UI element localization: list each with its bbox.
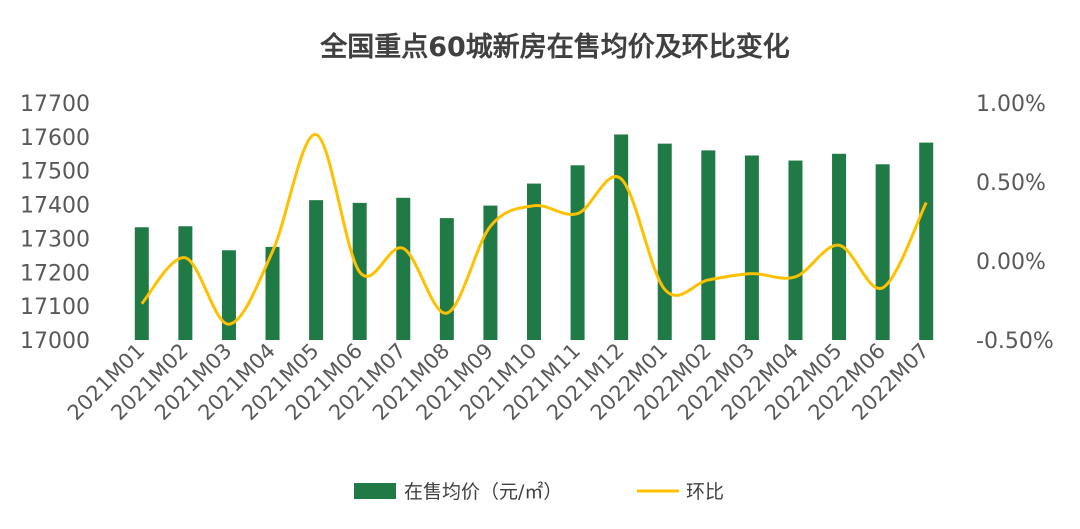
y-left-tick-label: 17600 — [20, 126, 90, 151]
bar — [744, 155, 759, 340]
y-left-tick-label: 17000 — [20, 329, 90, 354]
bar — [919, 142, 934, 340]
bar — [875, 164, 890, 340]
chart-title: 全国重点60城新房在售均价及环比变化 — [319, 31, 790, 63]
bar — [657, 143, 672, 340]
bar — [439, 218, 454, 340]
y-right-tick-label: 1.00% — [976, 92, 1046, 117]
right-axis: -0.50% 0.00% 0.50% 1.00% — [976, 92, 1054, 354]
y-left-tick-label: 17200 — [20, 261, 90, 286]
bar — [527, 183, 541, 340]
y-left-tick-label: 17500 — [20, 160, 90, 185]
legend-line-label: 环比 — [686, 481, 724, 503]
y-right-tick-label: 0.50% — [976, 171, 1046, 196]
bar — [396, 197, 411, 340]
y-left-tick-label: 17700 — [20, 92, 90, 117]
bar — [570, 165, 585, 340]
y-left-tick-label: 17300 — [20, 227, 90, 252]
bar — [221, 250, 236, 340]
bar — [483, 205, 498, 340]
left-axis: 17000 17100 17200 17300 17400 17500 17600 17700 — [20, 92, 90, 354]
legend: 在售均价（元/㎡） 环比 — [354, 480, 724, 503]
legend-bar-label: 在售均价（元/㎡） — [404, 480, 562, 503]
y-right-tick-label: -0.50% — [976, 329, 1054, 354]
legend-bar-swatch — [354, 483, 396, 499]
line-series — [140, 133, 928, 326]
bar — [309, 200, 324, 340]
bar — [832, 153, 847, 340]
y-left-tick-label: 17400 — [20, 194, 90, 219]
bar — [178, 226, 193, 340]
bar — [134, 227, 149, 340]
bar — [701, 150, 716, 340]
y-left-tick-label: 17100 — [20, 295, 90, 320]
line-path — [140, 133, 928, 326]
bar — [788, 160, 803, 340]
x-axis: 2021M012021M022021M032021M042021M052021M… — [63, 339, 934, 425]
bar-series — [134, 134, 934, 340]
bar — [265, 246, 280, 340]
y-right-tick-label: 0.00% — [976, 250, 1046, 275]
bar — [614, 134, 629, 340]
